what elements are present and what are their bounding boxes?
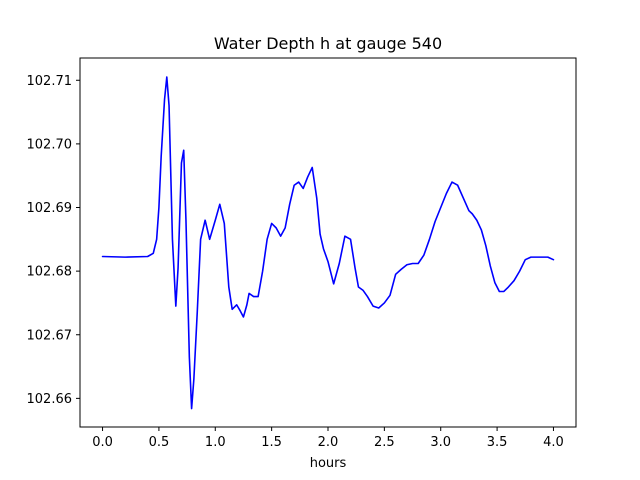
plot-area: 0.0 0.5 1.0 1.5 2.0 2.5 3.0 3.5 4.0 102.66 102.67 1… — [27, 57, 577, 450]
x-tick-label: 0.5 — [149, 435, 170, 450]
series-line — [101, 76, 555, 410]
y-tick-label: 102.69 — [27, 201, 73, 216]
y-tick-label: 102.71 — [27, 74, 73, 89]
x-tick-label: 3.0 — [430, 435, 451, 450]
y-tick-label: 102.68 — [27, 265, 73, 280]
x-tick-label: 2.5 — [374, 435, 395, 450]
x-tick-label: 2.0 — [318, 435, 339, 450]
y-tick-label: 102.67 — [27, 328, 73, 343]
x-axis-title: hours — [310, 456, 347, 471]
x-tick-label: 1.0 — [205, 435, 226, 450]
x-tick-label: 4.0 — [543, 435, 564, 450]
x-tick-label: 0.0 — [92, 435, 113, 450]
y-tick-label: 102.70 — [27, 137, 73, 152]
chart-title: Water Depth h at gauge 540 — [214, 34, 442, 53]
y-tick-label: 102.66 — [27, 392, 73, 407]
x-tick-label: 1.5 — [261, 435, 282, 450]
x-tick-label: 3.5 — [487, 435, 508, 450]
